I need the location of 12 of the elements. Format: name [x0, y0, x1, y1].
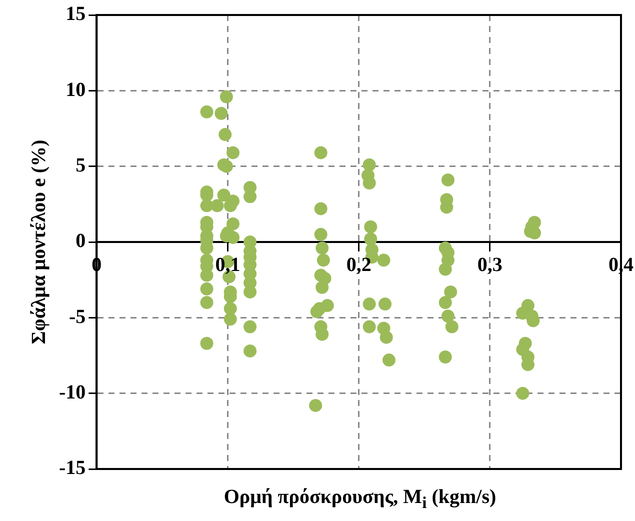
y-tick-label: -10 [58, 382, 86, 404]
y-tick-label: 0 [76, 230, 86, 252]
x-tick-label: 0,2 [346, 254, 372, 276]
y-axis-title: Σφάλμα μοντέλου e (%) [28, 140, 50, 344]
y-tick-label: 10 [66, 78, 86, 101]
x-tick-label: 0,1 [215, 254, 240, 276]
y-tick-label: -15 [58, 457, 86, 480]
y-tick-label: 15 [66, 3, 86, 26]
x-axis-title: Ορμή πρόσκρουσης, M$_{i}$ (kgm/s) [222, 486, 498, 513]
x-tick-label: 0,3 [477, 254, 502, 276]
y-tick-label: -5 [68, 306, 86, 328]
y-tick-label: 5 [76, 154, 86, 177]
